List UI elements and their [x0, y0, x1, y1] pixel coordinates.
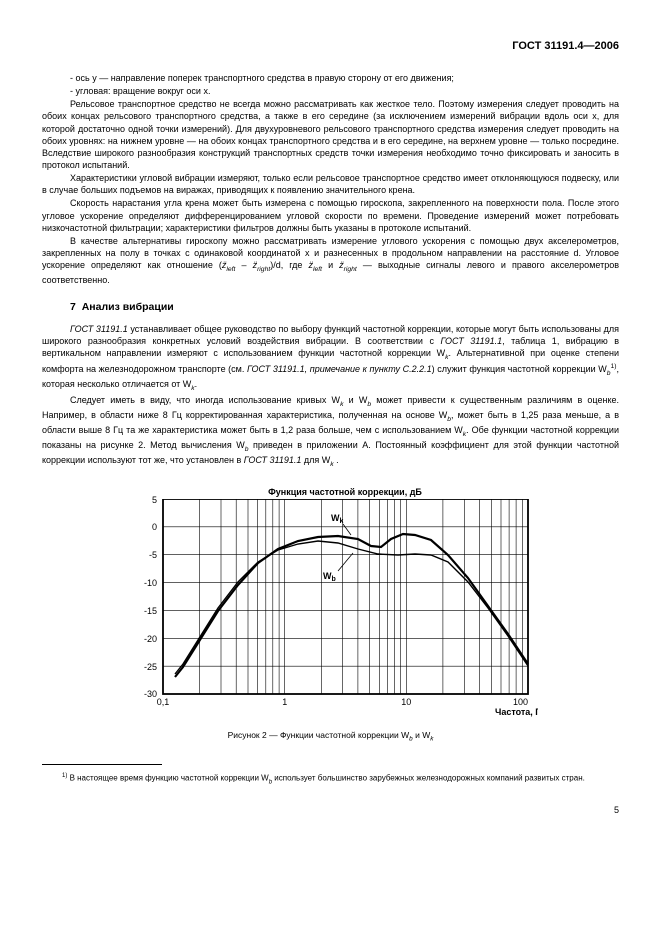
svg-text:-10: -10 [144, 578, 157, 588]
text: ) служит функция частотной коррекции W [432, 364, 607, 374]
text: для W [301, 455, 330, 465]
svg-text:5: 5 [152, 495, 157, 505]
para-analysis-2: Следует иметь в виду, что иногда использ… [42, 394, 619, 469]
svg-text:1: 1 [282, 697, 287, 707]
section-title: Анализ вибрации [82, 301, 174, 313]
svg-text:10: 10 [401, 697, 411, 707]
z-left-sub-2: left [313, 266, 322, 273]
para-gyroscope: Скорость нарастания угла крена может быт… [42, 197, 619, 233]
footnote-separator [42, 764, 162, 765]
text: . [195, 379, 198, 389]
gost-ref: ГОСТ 31191.1 [244, 455, 302, 465]
minus: – [235, 260, 252, 270]
chart-svg: Wk Wb 5 0 -5 -10 -15 -20 -25 -30 0,1 1 1… [123, 487, 538, 717]
svg-text:0: 0 [152, 522, 157, 532]
para-accelerometer: В качестве альтернативы гироскопу можно … [42, 235, 619, 286]
gost-ref: ГОСТ 31191.1 [440, 336, 502, 346]
plot-frame [163, 499, 528, 694]
chart-title: Функция частотной коррекции, дБ [268, 487, 422, 497]
figure-caption: Рисунок 2 — Функции частотной коррекции … [42, 730, 619, 743]
section-num: 7 [70, 301, 76, 313]
x-ticks: 0,1 1 10 100 [157, 697, 528, 707]
and: и [322, 260, 339, 270]
footnote-1: 1) В настоящее время функцию частотной к… [42, 773, 619, 787]
x-axis-label: Частота, Гц [495, 707, 538, 717]
doc-id: ГОСТ 31191.4—2006 [42, 40, 619, 52]
text: )/d, где [270, 260, 308, 270]
bullet-angular: - угловая: вращение вокруг оси x. [42, 85, 619, 97]
gost-ref: ГОСТ 31191.1 [70, 324, 128, 334]
text: и W [343, 395, 367, 405]
svg-text:-30: -30 [144, 689, 157, 699]
svg-text:0,1: 0,1 [157, 697, 170, 707]
section-7-heading: 7 Анализ вибрации [70, 301, 619, 313]
para-rigid-body: Рельсовое транспортное средство не всегд… [42, 98, 619, 171]
footnote-text: В настоящее время функцию частотной корр… [67, 774, 268, 783]
sub-k: k [430, 735, 433, 742]
gost-ref: ГОСТ 31191.1, примечание к пункту С.2.2.… [247, 364, 432, 374]
bullet-y-axis: - ось y — направление поперек транспортн… [42, 72, 619, 84]
text: Следует иметь в виду, что иногда использ… [70, 395, 340, 405]
svg-text:-20: -20 [144, 634, 157, 644]
y-ticks: 5 0 -5 -10 -15 -20 -25 -30 [144, 495, 157, 699]
caption-text: Рисунок 2 — Функции частотной коррекции … [228, 730, 410, 740]
figure-2: Wk Wb 5 0 -5 -10 -15 -20 -25 -30 0,1 1 1… [42, 487, 619, 743]
svg-text:100: 100 [513, 697, 528, 707]
svg-text:-25: -25 [144, 662, 157, 672]
svg-text:-15: -15 [144, 606, 157, 616]
caption-and: и W [413, 730, 431, 740]
footnote-text: использует большинство зарубежных железн… [272, 774, 585, 783]
z-right-sub-2: right [344, 266, 357, 273]
svg-text:-5: -5 [149, 550, 157, 560]
page-number: 5 [42, 805, 619, 815]
text: . [334, 455, 339, 465]
z-right-sub: right [257, 266, 270, 273]
sub-b: b [607, 370, 611, 377]
para-analysis-1: ГОСТ 31191.1 устанавливает общее руковод… [42, 323, 619, 393]
para-angular-vibration: Характеристики угловой вибрации измеряют… [42, 172, 619, 196]
